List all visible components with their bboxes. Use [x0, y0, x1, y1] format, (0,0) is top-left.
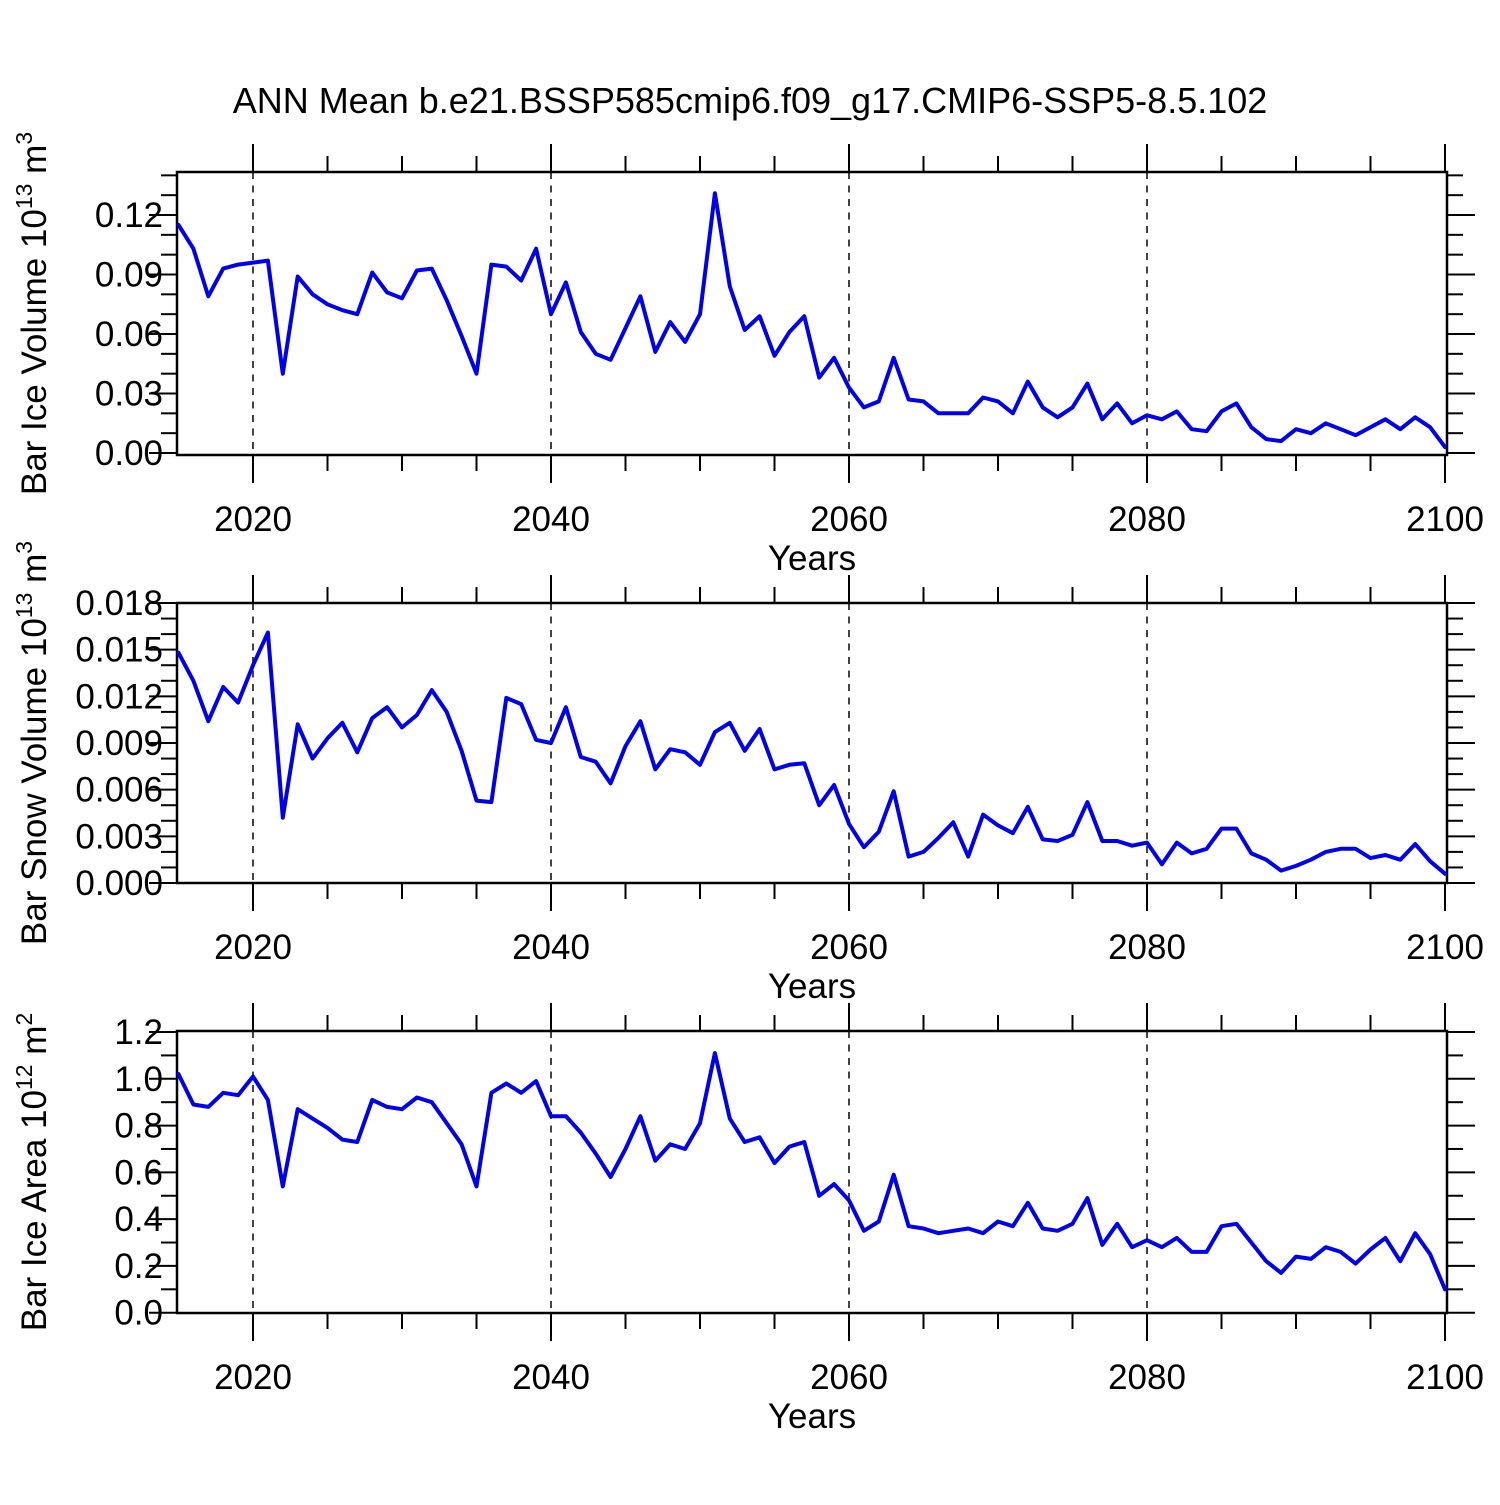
data-series-line	[176, 630, 1447, 876]
x-axis-title: Years	[768, 1397, 856, 1436]
x-tick-label: 2040	[512, 1358, 590, 1397]
panel-1: 2020 2040 2060 2080 2100 0.00 0.03 0.06 0.09 0.12…	[11, 132, 1484, 578]
x-tick-label: 2080	[1108, 500, 1186, 539]
y-tick-label: 0.009	[75, 724, 163, 763]
y-tick-label: 0.06	[95, 315, 163, 354]
y-axis-title: Bar Ice Area 1012 m2	[11, 1013, 54, 1332]
y-tick-label: 0.2	[114, 1247, 163, 1286]
y-tick-label: 0.0	[114, 1294, 163, 1333]
y-tick-label: 1.0	[114, 1060, 163, 1099]
y-tick-label: 0.03	[95, 375, 163, 414]
y-tick-label: 1.2	[114, 1013, 163, 1052]
x-tick-label: 2020	[214, 928, 292, 967]
x-tick-label: 2100	[1406, 500, 1484, 539]
x-tick-label: 2100	[1406, 1358, 1484, 1397]
y-tick-label: 0.015	[75, 631, 163, 670]
y-tick-label: 0.018	[75, 584, 163, 623]
y-tick-label: 0.006	[75, 771, 163, 810]
y-tick-label: 0.003	[75, 817, 163, 856]
x-tick-label: 2080	[1108, 928, 1186, 967]
plot-frame	[175, 601, 1449, 885]
x-axis-title: Years	[768, 539, 856, 578]
x-tick-label: 2060	[810, 500, 888, 539]
x-tick-label: 2020	[214, 1358, 292, 1397]
y-axis-title: Bar Ice Volume 1013 m3	[11, 132, 54, 495]
y-tick-label: 0.012	[75, 677, 163, 716]
x-tick-label: 2040	[512, 500, 590, 539]
data-series-line	[176, 1051, 1447, 1292]
x-tick-label: 2060	[810, 928, 888, 967]
chart-title: ANN Mean b.e21.BSSP585cmip6.f09_g17.CMIP…	[232, 80, 1268, 121]
y-tick-label: 0.09	[95, 256, 163, 295]
y-tick-label: 0.8	[114, 1107, 163, 1146]
y-tick-label: 0.12	[95, 196, 163, 235]
data-series-line	[176, 191, 1447, 450]
x-tick-label: 2080	[1108, 1358, 1186, 1397]
x-tick-label: 2020	[214, 500, 292, 539]
panel-3: 2020 2040 2060 2080 2100 0.0 0.2 0.4 0.6 0.8 1.0 1.…	[11, 1003, 1484, 1436]
panel-2: 2020 2040 2060 2080 2100 0.000 0.003 0.006 0.009…	[11, 541, 1484, 1006]
x-tick-label: 2040	[512, 928, 590, 967]
y-tick-label: 0.6	[114, 1153, 163, 1192]
y-axis-title: Bar Snow Volume 1013 m3	[11, 541, 54, 945]
plot-frame	[175, 170, 1449, 457]
y-tick-label: 0.00	[95, 434, 163, 473]
x-tick-label: 2060	[810, 1358, 888, 1397]
y-tick-label: 0.4	[114, 1200, 163, 1239]
x-axis-title: Years	[768, 967, 856, 1006]
x-tick-label: 2100	[1406, 928, 1484, 967]
y-tick-label: 0.000	[75, 864, 163, 903]
